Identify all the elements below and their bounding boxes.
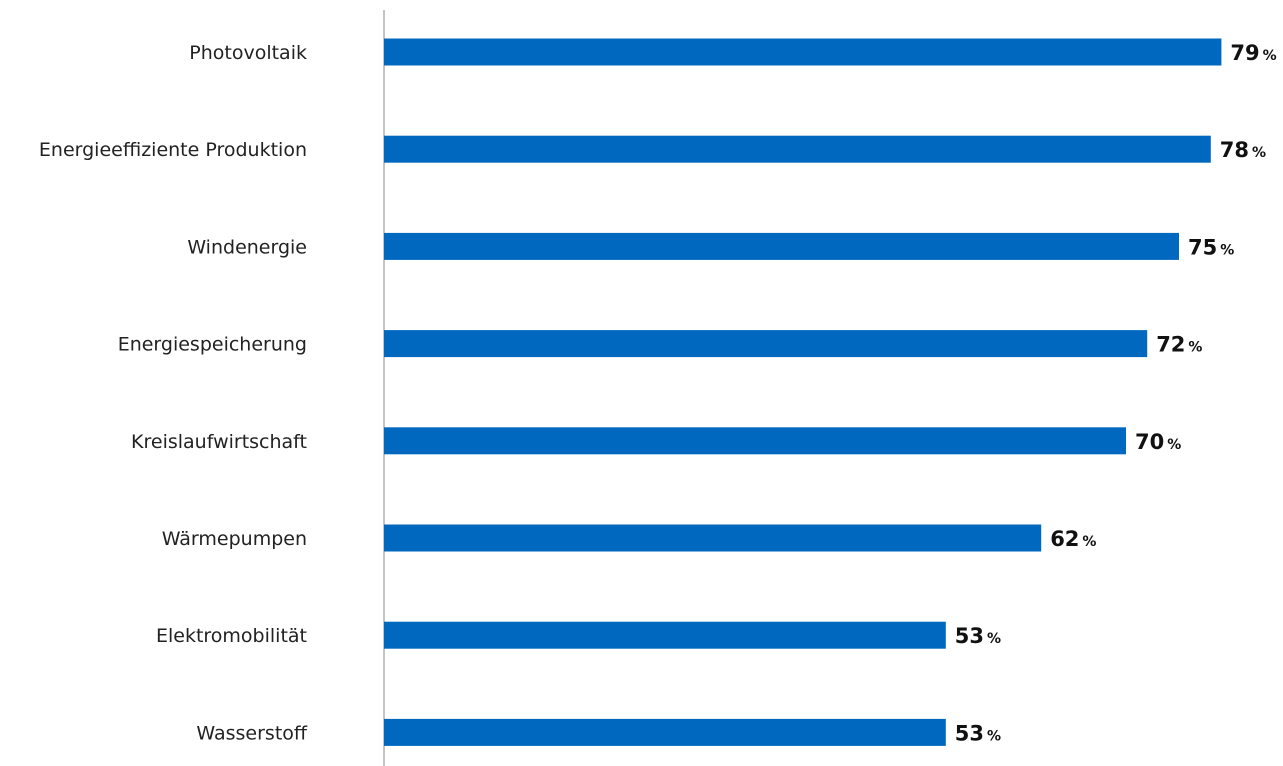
bar (384, 232, 1179, 260)
value-label: 72% (1156, 333, 1202, 357)
category-label: Energiespeicherung (118, 334, 307, 356)
value-number: 62 (1050, 527, 1079, 551)
value-unit: % (1167, 437, 1181, 453)
category-label: Photovoltaik (189, 42, 307, 64)
category-label: Wärmepumpen (162, 528, 307, 550)
bar (384, 135, 1211, 163)
bar (384, 38, 1222, 66)
category-labels: Photovoltaik Energieeffiziente Produktion… (39, 42, 308, 744)
value-label: 53% (955, 721, 1001, 745)
value-label: 75% (1188, 235, 1234, 259)
category-label: Windenergie (187, 236, 307, 258)
value-number: 78 (1220, 138, 1249, 162)
value-number: 75 (1188, 235, 1217, 259)
value-label: 78% (1220, 138, 1266, 162)
value-unit: % (1220, 242, 1234, 258)
bar (384, 524, 1042, 552)
value-label: 62% (1050, 527, 1096, 551)
value-unit: % (987, 728, 1001, 744)
value-label: 70% (1135, 430, 1181, 454)
category-label: Energieeffiziente Produktion (39, 139, 307, 161)
value-labels: 79 %78 %75 %72 %70 %62 %53 %53% (955, 41, 1277, 745)
bar (384, 330, 1148, 358)
value-label: 79% (1230, 41, 1276, 65)
value-unit: % (1082, 534, 1096, 550)
value-number: 79 (1230, 41, 1259, 65)
bar (384, 427, 1126, 455)
value-unit: % (1263, 48, 1277, 64)
value-number: 72 (1156, 333, 1185, 357)
bar (384, 621, 946, 649)
value-number: 70 (1135, 430, 1164, 454)
category-label: Wasserstoff (196, 722, 307, 744)
bar (384, 718, 946, 746)
value-unit: % (1188, 340, 1202, 356)
value-unit: % (987, 631, 1001, 647)
bars (384, 38, 1222, 746)
value-number: 53 (955, 624, 984, 648)
category-label: Elektromobilität (156, 625, 307, 647)
value-label: 53% (955, 624, 1001, 648)
category-label: Kreislaufwirtschaft (131, 431, 307, 453)
value-number: 53 (955, 721, 984, 745)
value-unit: % (1252, 145, 1266, 161)
